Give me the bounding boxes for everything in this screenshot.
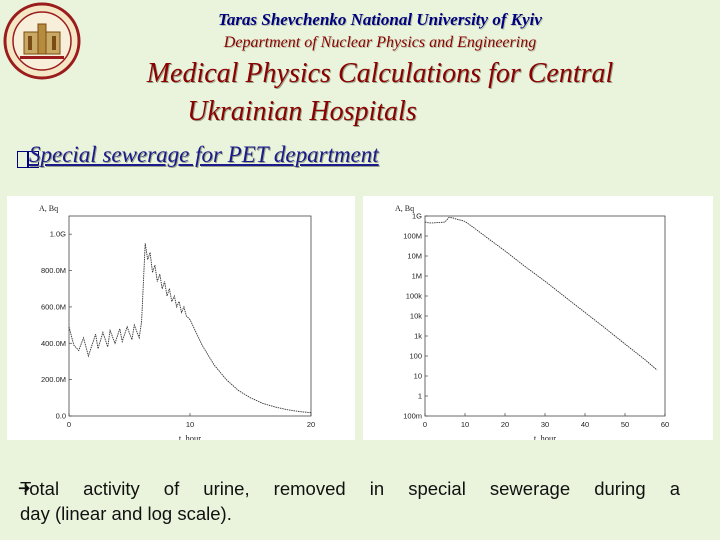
- y-tick-label: 600.0M: [41, 302, 66, 311]
- x-tick-label: 50: [621, 420, 629, 429]
- x-axis-label: t, hour: [179, 433, 201, 440]
- activity-series-line: [68, 243, 312, 414]
- activity-series-line: [424, 216, 658, 371]
- y-tick-label: 1.0G: [50, 230, 66, 239]
- y-tick-label: 800.0M: [41, 266, 66, 275]
- x-tick-label: 10: [461, 420, 469, 429]
- y-tick-label: 0.0: [56, 412, 66, 421]
- slide-title-line-2: Ukrainian Hospitals: [187, 96, 417, 127]
- y-tick-label: 1G: [412, 212, 422, 221]
- x-tick-label: 0: [67, 420, 71, 429]
- caption-line-2: day (linear and log scale).: [20, 503, 232, 524]
- plot-frame: [424, 215, 666, 417]
- y-tick-label: 1k: [414, 332, 422, 341]
- y-tick-label: 1M: [412, 272, 422, 281]
- y-tick-label: 100k: [406, 292, 423, 301]
- slide-caption: ➔ Total activity of urine, removed in sp…: [18, 476, 680, 526]
- bullet-glyph: [28, 151, 39, 168]
- x-tick-label: 60: [661, 420, 669, 429]
- y-tick-label: 1: [418, 392, 422, 401]
- x-axis-label: t, hour: [534, 433, 556, 440]
- university-name: Taras Shevchenko National University of …: [218, 10, 542, 29]
- bullet-glyph: [17, 151, 28, 168]
- department-name: Department of Nuclear Physics and Engine…: [223, 34, 537, 51]
- x-tick-label: 40: [581, 420, 589, 429]
- y-tick-label: 100: [409, 352, 422, 361]
- y-tick-label: 100m: [403, 412, 422, 421]
- x-tick-label: 10: [186, 420, 194, 429]
- y-tick-label: 10k: [410, 312, 422, 321]
- plot-frame: [68, 215, 312, 417]
- x-tick-label: 20: [307, 420, 315, 429]
- y-tick-label: 10: [414, 372, 422, 381]
- y-tick-label: 100M: [403, 232, 422, 241]
- arrow-bullet-icon: ➔: [18, 480, 31, 497]
- y-tick-label: 10M: [407, 252, 422, 261]
- slide-title-line-1: Medical Physics Calculations for Central: [146, 58, 614, 89]
- y-tick-label: 400.0M: [41, 339, 66, 348]
- log-chart-panel: 1G 100M 10M 1M 100k 10k 1k 100 10 1 100m 0 10 20 30 40 5…: [363, 196, 713, 440]
- y-axis-label: A, Bq: [39, 204, 58, 213]
- x-tick-label: 30: [541, 420, 549, 429]
- caption-line-1: Total activity of urine, removed in spec…: [20, 478, 680, 499]
- x-tick-label: 20: [501, 420, 509, 429]
- university-seal: [3, 2, 81, 80]
- linear-chart-panel: 0.0 200.0M 400.0M 600.0M 800.0M 1.0G 0 10 20 A, B…: [7, 196, 355, 440]
- x-tick-label: 0: [423, 420, 427, 429]
- y-axis-label: A, Bq: [395, 204, 414, 213]
- section-title: Special sewerage for PET department: [29, 142, 379, 167]
- linear-activity-chart: 0.0 200.0M 400.0M 600.0M 800.0M 1.0G 0 10 20 A, B…: [39, 204, 315, 440]
- y-tick-label: 200.0M: [41, 375, 66, 384]
